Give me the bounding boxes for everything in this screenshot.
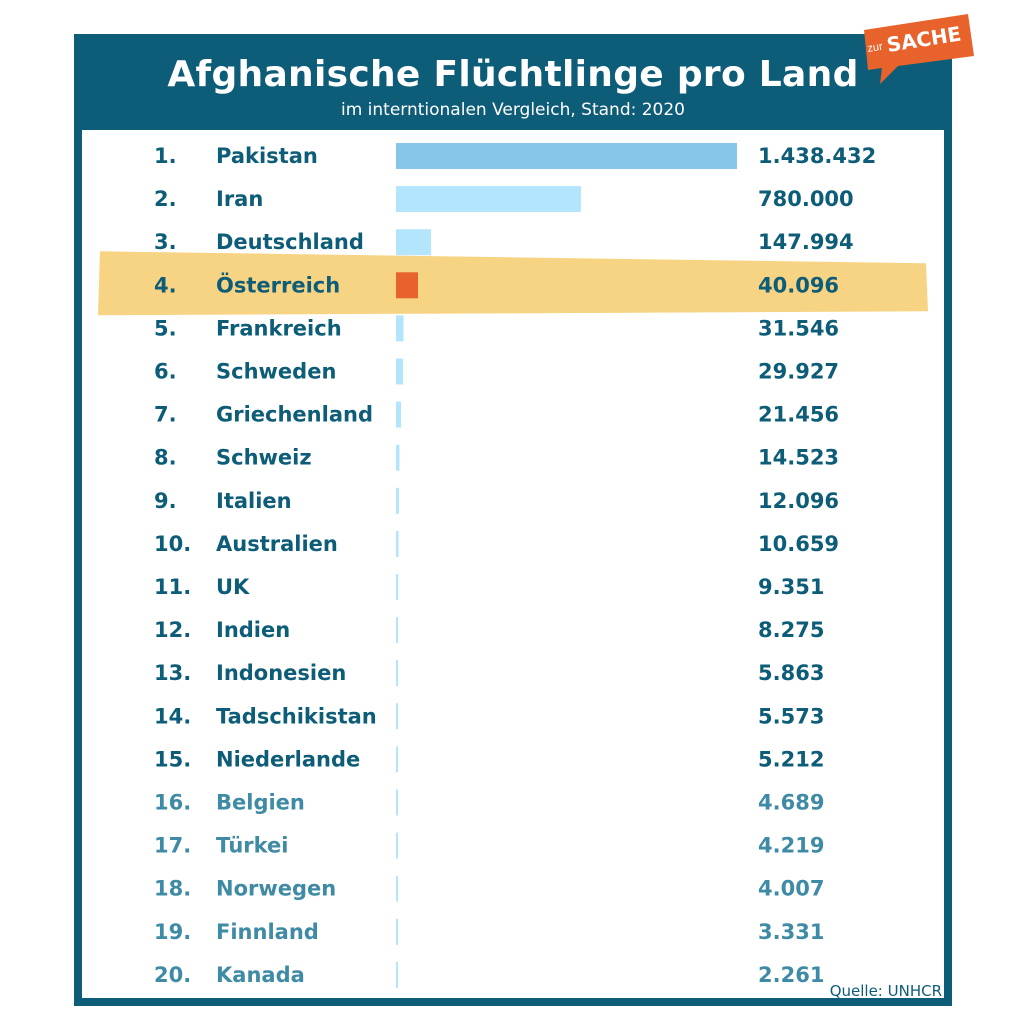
category-label: Schweden bbox=[216, 360, 336, 384]
category-label: UK bbox=[216, 575, 250, 599]
bar bbox=[396, 832, 398, 859]
bar bbox=[396, 918, 398, 945]
rank-label: 1. bbox=[154, 144, 177, 168]
bar bbox=[396, 961, 398, 988]
data-label: 5.573 bbox=[758, 704, 824, 728]
logo-small-text: zur bbox=[867, 41, 884, 55]
rank-label: 4. bbox=[154, 273, 177, 297]
data-label: 14.523 bbox=[758, 446, 839, 470]
bar bbox=[396, 789, 398, 816]
zur-sache-logo: zur SACHE bbox=[864, 14, 974, 84]
data-label: 29.927 bbox=[758, 360, 839, 384]
bar bbox=[396, 574, 399, 600]
category-label: Schweiz bbox=[216, 446, 312, 470]
bar bbox=[396, 444, 400, 471]
highlight-band bbox=[98, 251, 928, 316]
data-label: 4.219 bbox=[758, 834, 824, 858]
bar bbox=[396, 617, 398, 644]
bar bbox=[396, 272, 418, 299]
bar bbox=[396, 487, 399, 514]
category-label: Australien bbox=[216, 532, 338, 556]
bar bbox=[396, 401, 402, 428]
bar bbox=[396, 186, 581, 213]
category-label: Deutschland bbox=[216, 230, 364, 254]
rank-label: 2. bbox=[154, 187, 177, 211]
category-label: Pakistan bbox=[216, 144, 318, 168]
data-label: 8.275 bbox=[758, 618, 824, 642]
category-label: Indonesien bbox=[216, 661, 346, 685]
rank-label: 16. bbox=[154, 791, 191, 815]
data-label: 9.351 bbox=[758, 575, 824, 599]
chart-title: Afghanische Flüchtlinge pro Land bbox=[167, 54, 859, 95]
rank-label: 7. bbox=[154, 403, 177, 427]
bar bbox=[396, 315, 404, 342]
rank-label: 6. bbox=[154, 360, 177, 384]
data-label: 780.000 bbox=[758, 187, 854, 211]
rank-label: 11. bbox=[154, 575, 191, 599]
bar bbox=[396, 875, 398, 902]
rank-label: 14. bbox=[154, 704, 191, 728]
data-label: 4.689 bbox=[758, 791, 824, 815]
data-label: 40.096 bbox=[758, 273, 839, 297]
data-label: 5.212 bbox=[758, 747, 824, 771]
category-label: Frankreich bbox=[216, 316, 342, 340]
rank-label: 10. bbox=[154, 532, 191, 556]
chart-subtitle: im interntionalen Vergleich, Stand: 2020 bbox=[340, 100, 686, 120]
category-label: Niederlande bbox=[216, 747, 360, 771]
data-label: 10.659 bbox=[758, 532, 839, 556]
data-label: 1.438.432 bbox=[758, 144, 876, 168]
rank-label: 13. bbox=[154, 661, 191, 685]
rank-label: 15. bbox=[154, 747, 191, 771]
bar bbox=[396, 229, 432, 256]
bar bbox=[396, 746, 398, 773]
bar bbox=[396, 143, 737, 169]
data-label: 5.863 bbox=[758, 661, 824, 685]
bar bbox=[396, 660, 398, 687]
category-label: Belgien bbox=[216, 791, 305, 815]
data-label: 147.994 bbox=[758, 230, 854, 254]
category-label: Tadschikistan bbox=[216, 704, 377, 728]
rank-label: 19. bbox=[154, 920, 191, 944]
rank-label: 17. bbox=[154, 834, 191, 858]
data-label: 3.331 bbox=[758, 920, 824, 944]
rank-label: 12. bbox=[154, 618, 191, 642]
rank-label: 18. bbox=[154, 877, 191, 901]
data-label: 21.456 bbox=[758, 403, 839, 427]
data-label: 4.007 bbox=[758, 877, 824, 901]
rank-label: 9. bbox=[154, 489, 177, 513]
category-label: Italien bbox=[216, 489, 292, 513]
category-label: Österreich bbox=[216, 272, 340, 297]
category-label: Türkei bbox=[216, 834, 288, 858]
rank-label: 5. bbox=[154, 316, 177, 340]
rank-label: 20. bbox=[154, 963, 191, 987]
speech-bubble-icon bbox=[864, 14, 974, 84]
bar bbox=[396, 703, 398, 730]
bar bbox=[396, 358, 404, 385]
category-label: Indien bbox=[216, 618, 290, 642]
bar bbox=[396, 530, 399, 557]
category-label: Norwegen bbox=[216, 877, 336, 901]
category-label: Kanada bbox=[216, 963, 305, 987]
data-label: 12.096 bbox=[758, 489, 839, 513]
data-label: 2.261 bbox=[758, 963, 824, 987]
category-label: Finnland bbox=[216, 920, 319, 944]
rank-label: 8. bbox=[154, 446, 177, 470]
source-note: Quelle: UNHCR bbox=[829, 982, 942, 1000]
category-label: Iran bbox=[216, 187, 263, 211]
category-label: Griechenland bbox=[216, 403, 373, 427]
rank-label: 3. bbox=[154, 230, 177, 254]
data-label: 31.546 bbox=[758, 316, 839, 340]
